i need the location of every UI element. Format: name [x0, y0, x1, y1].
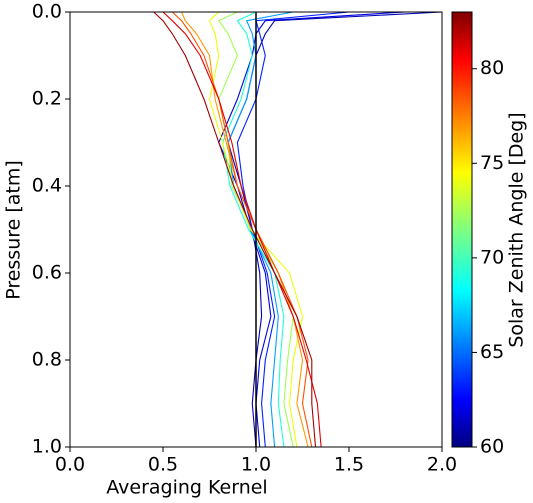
colorbar-tick-label: 80: [480, 57, 504, 79]
y-tick-label: 0.4: [32, 175, 62, 197]
y-tick-label: 0.6: [32, 262, 62, 284]
y-tick-label: 0.2: [32, 88, 62, 110]
colorbar-label: Solar Zenith Angle [Deg]: [506, 112, 528, 347]
kernel-line: [236, 11, 350, 448]
y-axis-label: Pressure [atm]: [3, 160, 25, 300]
colorbar-tick-label: 60: [480, 436, 504, 458]
y-tick-label: 0.0: [32, 1, 62, 23]
x-tick-label: 0.5: [148, 454, 178, 476]
colorbar-tick-label: 70: [480, 246, 504, 268]
kernel-line: [153, 11, 317, 448]
colorbar-tick-label: 75: [480, 152, 504, 174]
kernel-line: [162, 11, 322, 448]
y-tick-label: 1.0: [32, 436, 62, 458]
x-tick-label: 1.0: [241, 454, 271, 476]
x-tick-label: 0.0: [55, 454, 85, 476]
x-tick-label: 1.5: [334, 454, 364, 476]
kernel-line: [217, 11, 294, 448]
colorbar-tick-label: 65: [480, 341, 504, 363]
kernel-line: [221, 11, 285, 448]
x-axis-label: Averaging Kernel: [106, 477, 267, 499]
y-tick-label: 0.8: [32, 349, 62, 371]
kernel-line: [171, 11, 313, 448]
x-tick-label: 2.0: [427, 454, 457, 476]
colorbar: [451, 11, 473, 448]
